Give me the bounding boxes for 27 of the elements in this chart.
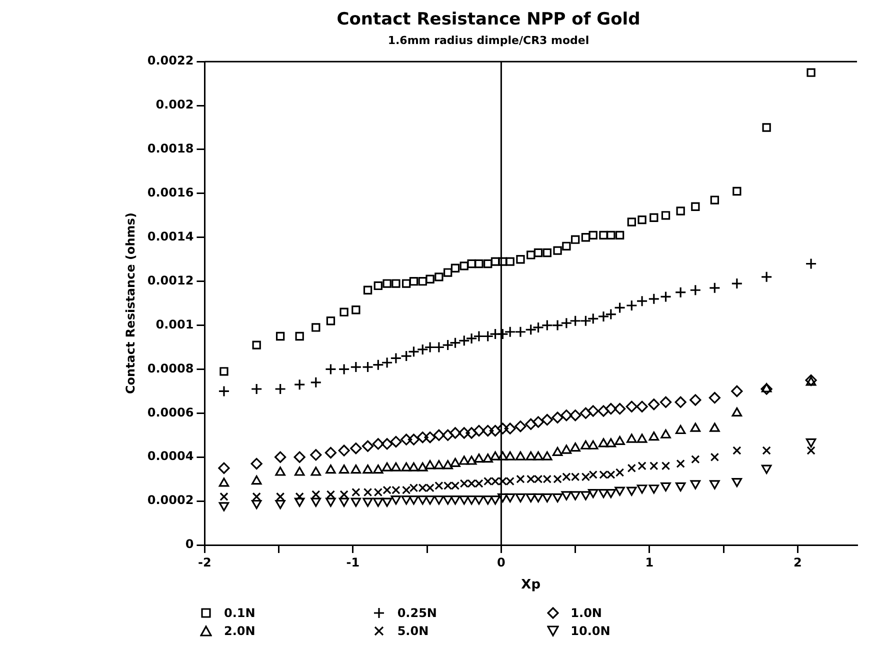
y-tick-label: 0.001 <box>156 317 194 332</box>
y-tick-label: 0.0012 <box>147 273 194 288</box>
y-tick-label: 0.0016 <box>147 186 194 200</box>
y-tick-label: 0.002 <box>156 98 194 112</box>
y-tick-label: 0.0004 <box>147 449 194 464</box>
x-tick-label: -2 <box>198 555 212 570</box>
chart-title: Contact Resistance NPP of Gold <box>336 10 640 30</box>
x-axis-title: Xp <box>521 578 541 593</box>
legend-label: 5.0N <box>397 624 429 638</box>
legend-label: 2.0N <box>224 624 256 638</box>
x-tick-label: 2 <box>794 555 802 570</box>
y-tick-label: 0.0002 <box>147 493 194 508</box>
y-tick-label: 0.0008 <box>147 361 194 376</box>
legend-label: 0.1N <box>224 606 256 620</box>
x-tick-label: -1 <box>346 555 360 570</box>
y-axis-title: Contact Resistance (ohms) <box>123 212 138 394</box>
y-tick-label: 0.0014 <box>147 230 194 244</box>
y-tick-label: 0.0018 <box>147 142 194 156</box>
x-tick-label: 1 <box>645 555 654 570</box>
chart-subtitle: 1.6mm radius dimple/CR3 model <box>388 34 590 47</box>
y-tick-label: 0.0022 <box>147 54 194 68</box>
x-tick-label: 0 <box>497 555 506 570</box>
y-tick-label: 0.0006 <box>147 405 194 420</box>
legend-label: 10.0N <box>570 624 610 638</box>
y-tick-label: 0 <box>185 537 194 552</box>
legend-label: 0.25N <box>397 606 437 620</box>
legend-label: 1.0N <box>570 606 602 620</box>
